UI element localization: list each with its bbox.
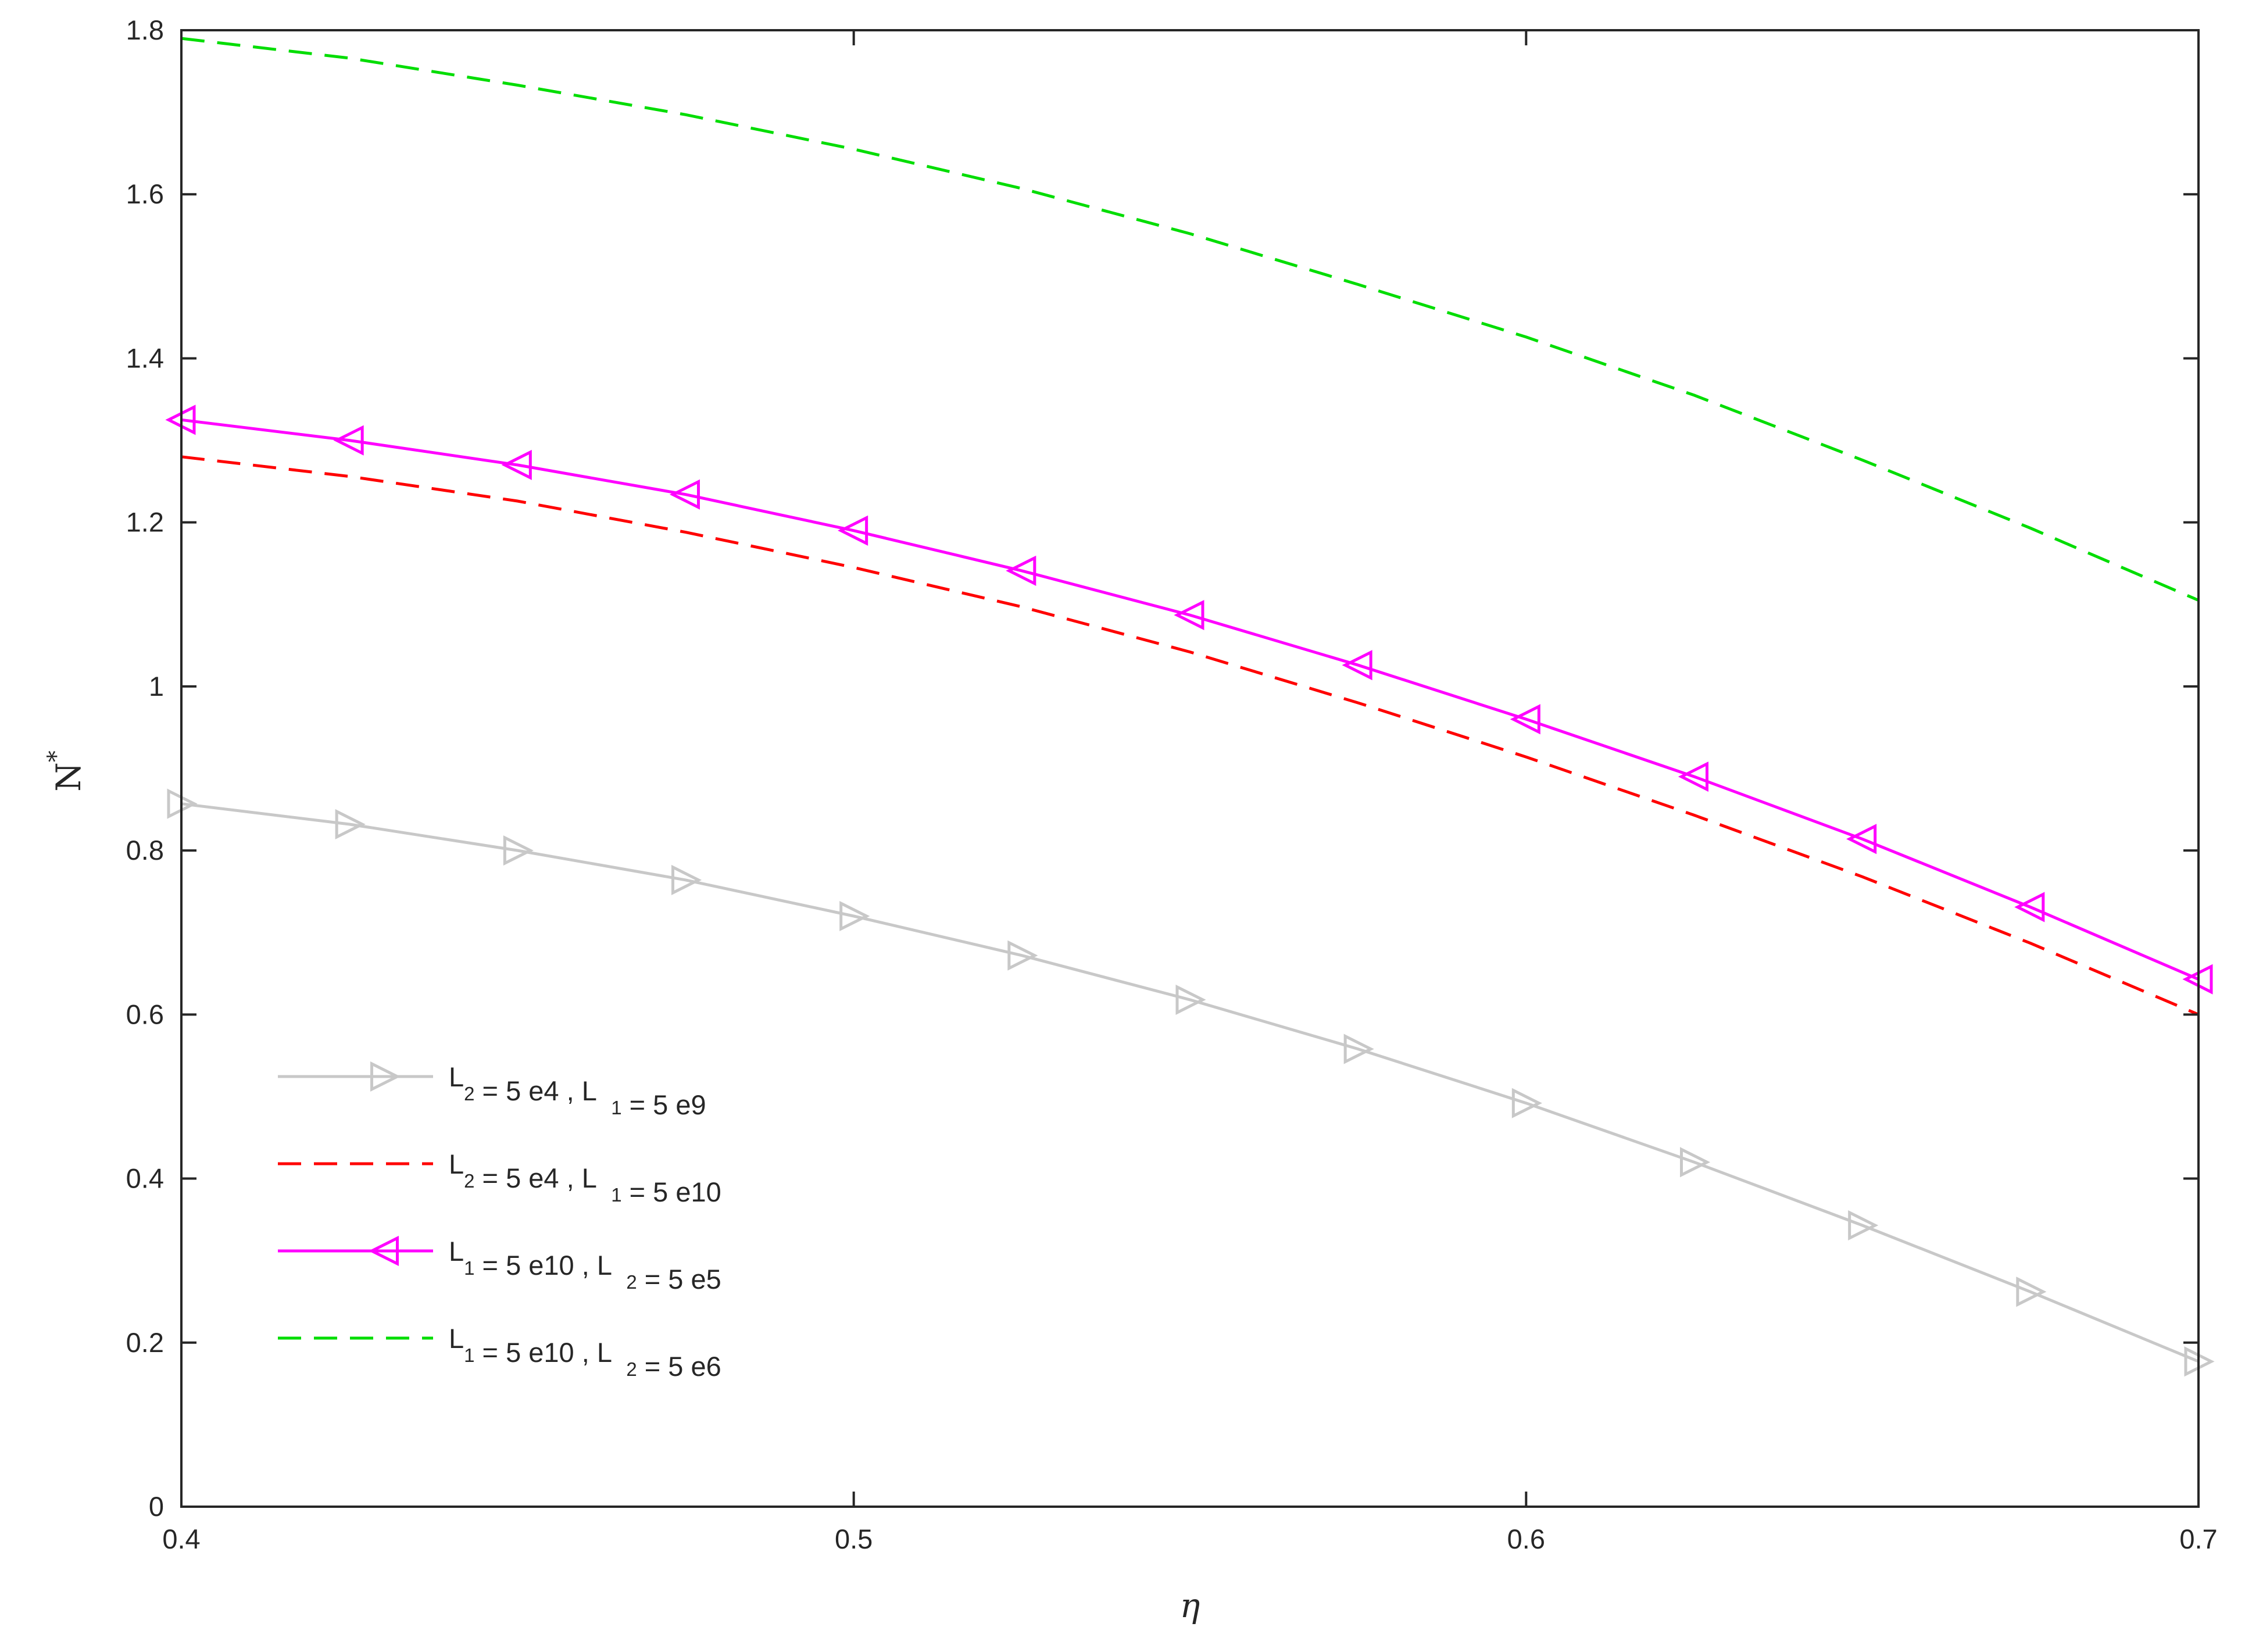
legend-label-subscript: 1 (464, 1257, 474, 1279)
y-tick-label: 0.2 (126, 1327, 164, 1358)
legend-label-subscript: 1 (611, 1184, 621, 1206)
data-point-marker (1511, 1088, 1542, 1118)
y-tick-label: 1.4 (126, 342, 164, 373)
legend-entry: L1 = 5 e10 , L 2 = 5 e6 (278, 1323, 721, 1382)
y-axis-label: N* (43, 750, 88, 792)
legend-label-text (611, 1337, 626, 1368)
legend-label-text: = 5 e10 , L (475, 1337, 612, 1368)
series-line (181, 418, 2199, 981)
y-axis-label-sup: * (43, 750, 70, 762)
data-point-marker (370, 1061, 401, 1092)
legend-label-text: L (449, 1149, 464, 1179)
legend-label: L1 = 5 e10 , L 2 = 5 e6 (449, 1323, 721, 1382)
data-point-marker (1680, 1147, 1711, 1178)
y-tick-label: 0.6 (126, 999, 164, 1029)
legend-label-text (611, 1250, 626, 1281)
data-point-marker (1006, 555, 1036, 586)
legend-label: L2 = 5 e4 , L 1 = 5 e9 (449, 1061, 706, 1120)
data-point-marker (501, 449, 532, 480)
series-line (181, 455, 2199, 1016)
legend-label-text: L (449, 1061, 464, 1092)
legend-label-text: = 5 e4 , L (475, 1163, 596, 1193)
legend-label-subscript: 1 (464, 1345, 474, 1366)
plot-frame (180, 29, 2200, 1508)
legend-entry: L1 = 5 e10 , L 2 = 5 e5 (278, 1235, 721, 1295)
legend-label: L2 = 5 e4 , L 1 = 5 e10 (449, 1149, 721, 1207)
data-point-marker (2016, 1276, 2047, 1307)
data-point-marker (669, 479, 700, 510)
series-2 (181, 455, 2199, 1016)
legend-label-subscript: 2 (464, 1170, 474, 1192)
data-point-marker (839, 900, 870, 932)
y-tick-label: 0.8 (126, 835, 164, 866)
legend-label-subscript: 2 (626, 1358, 637, 1380)
legend-label-text: = 5 e5 (637, 1264, 721, 1295)
data-point-marker (1846, 824, 1877, 854)
data-point-marker (1510, 704, 1540, 735)
legend-label-text: = 5 e4 , L (475, 1075, 596, 1106)
y-tick-label: 1.6 (126, 178, 164, 209)
legend-label-text (596, 1163, 611, 1193)
legend-label-subscript: 2 (464, 1083, 474, 1104)
legend-label-subscript: 2 (626, 1271, 637, 1293)
data-point-marker (1678, 761, 1708, 792)
y-tick-label: 1.2 (126, 507, 164, 538)
y-axis-label-base: N (49, 762, 88, 792)
data-point-marker (1007, 940, 1038, 971)
x-axis-label: η (1180, 1586, 1200, 1625)
data-point-marker (333, 425, 364, 456)
data-point-marker (1174, 600, 1204, 631)
x-tick-label: 0.6 (1507, 1524, 1545, 1554)
y-tick-label: 1 (149, 671, 164, 702)
legend-label-text: = 5 e10 , L (475, 1250, 612, 1281)
legend-label-text: = 5 e9 (622, 1089, 706, 1120)
data-point-marker (335, 809, 366, 840)
y-tick-label: 0.4 (126, 1163, 164, 1194)
data-point-marker (671, 864, 702, 895)
series-layer (165, 37, 2215, 1377)
data-point-marker (1343, 1034, 1374, 1064)
tick-layer: 0.4 0.5 0.6 0.7 0 0.2 0.4 0.6 0.8 1 1.2 1.4 1.6 1.8 (126, 15, 2218, 1554)
series-1 (167, 788, 2215, 1377)
x-tick-label: 0.4 (162, 1524, 200, 1554)
series-4 (181, 37, 2199, 602)
legend-entry: L2 = 5 e4 , L 1 = 5 e9 (278, 1061, 706, 1120)
data-point-marker (368, 1235, 399, 1267)
x-tick-label: 0.7 (2179, 1524, 2217, 1554)
y-tick-label: 1.8 (126, 15, 164, 45)
legend-label-text (596, 1075, 611, 1106)
series-3 (165, 405, 2213, 995)
legend-label-text: = 5 e6 (637, 1351, 721, 1382)
legend-label-text: = 5 e10 (622, 1177, 721, 1207)
series-line (181, 802, 2199, 1363)
y-tick-label: 0 (149, 1491, 164, 1522)
data-point-marker (1848, 1210, 1879, 1241)
data-point-marker (1342, 650, 1372, 681)
data-point-marker (2014, 892, 2045, 922)
legend-label-subscript: 1 (611, 1097, 621, 1118)
data-point-marker (838, 515, 868, 546)
data-point-marker (503, 835, 534, 866)
series-line (181, 37, 2199, 602)
data-point-marker (1175, 984, 1206, 1015)
x-tick-label: 0.5 (835, 1524, 873, 1554)
legend-label: L1 = 5 e10 , L 2 = 5 e5 (449, 1236, 721, 1295)
svg-text:N*: N* (43, 750, 88, 792)
legend-entry: L2 = 5 e4 , L 1 = 5 e10 (278, 1149, 721, 1207)
legend-label-text: L (449, 1323, 464, 1354)
legend-label-text: L (449, 1236, 464, 1267)
